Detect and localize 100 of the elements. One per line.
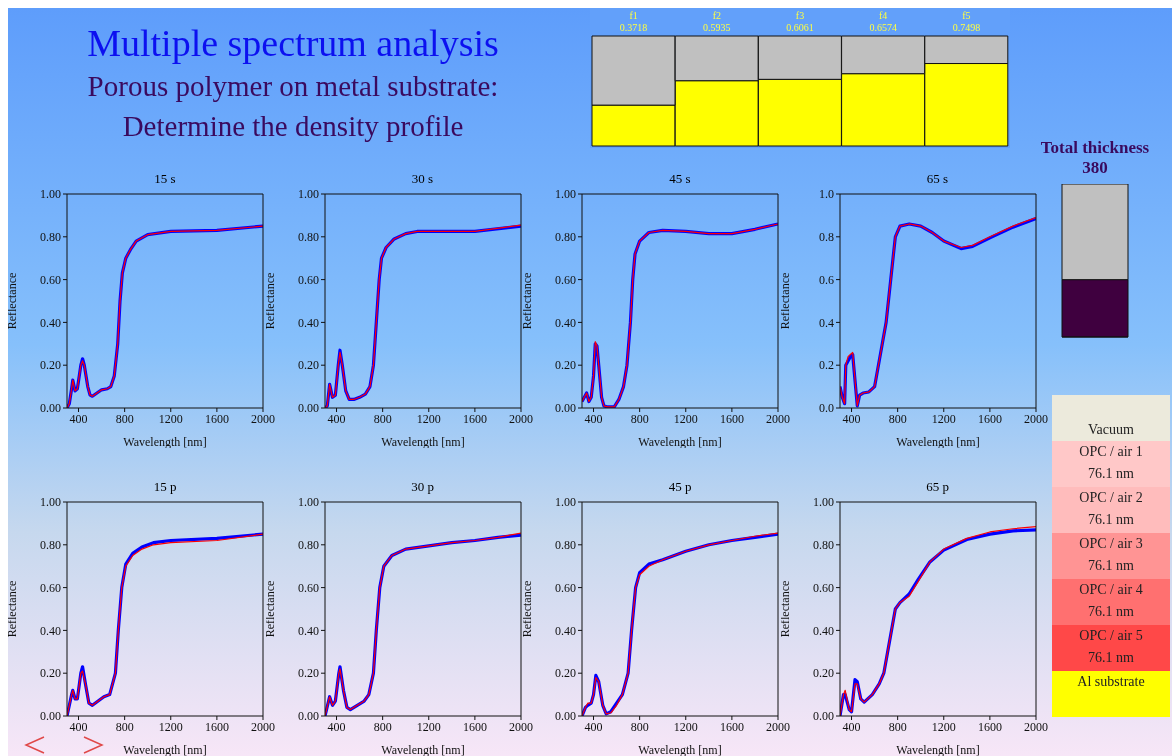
- x-tick-label: 2000: [251, 411, 275, 426]
- y-tick-label: 0.40: [297, 315, 319, 330]
- y-tick-label: 0.60: [555, 272, 576, 287]
- x-tick-label: 800: [888, 411, 907, 426]
- y-tick-label: 0.0: [818, 401, 834, 416]
- data-label: 76.1 nm: [1087, 465, 1135, 483]
- text: Porous polymer on metal substrate: Determine the density profile: [86, 69, 500, 144]
- y-tick-label: 0.00: [555, 401, 576, 416]
- y-tick-label: 0.20: [555, 358, 576, 373]
- y-tick-label: 0.20: [555, 666, 576, 681]
- y-tick-label: 0.20: [40, 358, 61, 373]
- y-axis-title: Reflectance: [777, 272, 792, 330]
- x-tick-label: 1200: [416, 411, 441, 426]
- y-axis-title: Reflectance: [777, 580, 792, 638]
- chart-subtitle: 380: [1081, 158, 1109, 178]
- x-tick-label: 1600: [719, 719, 744, 734]
- y-tick-label: 0.40: [555, 315, 576, 330]
- y-tick-label: 1.0: [818, 187, 834, 202]
- y-axis-title: Reflectance: [5, 272, 20, 330]
- x-tick-label: f3 0.6061: [786, 10, 814, 33]
- x-tick-label: 400: [584, 719, 603, 734]
- y-tick-label: 0.80: [40, 230, 61, 245]
- x-tick-label: 800: [888, 719, 907, 734]
- y-tick-label: 1.00: [555, 187, 576, 202]
- y-tick-label: 0.00: [297, 709, 319, 724]
- x-tick-label: 1200: [673, 411, 698, 426]
- x-tick-label: 2000: [1023, 411, 1048, 426]
- y-tick-label: 1.00: [40, 187, 61, 202]
- x-tick-label: 2000: [508, 719, 533, 734]
- y-tick-label: 0.4: [818, 315, 834, 330]
- category-label: OPC / air 4: [1078, 581, 1144, 599]
- x-tick-label: 1600: [462, 719, 487, 734]
- x-tick-label: 400: [69, 719, 88, 734]
- y-tick-label: 0.60: [297, 272, 319, 287]
- y-tick-label: 1.00: [555, 495, 576, 510]
- x-tick-label: 400: [327, 411, 346, 426]
- x-tick-label: 800: [630, 719, 649, 734]
- x-tick-label: 1600: [204, 719, 229, 734]
- x-tick-label: 800: [373, 411, 392, 426]
- chart-title: 65 s: [925, 170, 950, 188]
- y-axis-title: Reflectance: [262, 580, 277, 638]
- chart-title: 30 s: [410, 170, 435, 188]
- x-tick-label: 1600: [204, 411, 229, 426]
- y-tick-label: 0.60: [40, 580, 61, 595]
- x-tick-label: 1200: [673, 719, 698, 734]
- y-tick-label: 0.60: [812, 580, 834, 595]
- category-label: OPC / air 2: [1078, 489, 1144, 507]
- x-tick-label: 1600: [462, 411, 487, 426]
- text: Multiple spectrum analysis: [86, 21, 500, 66]
- y-tick-label: 1.00: [297, 495, 319, 510]
- x-axis-title: Wavelength [nm]: [380, 743, 465, 756]
- x-tick-label: 1600: [719, 411, 744, 426]
- y-tick-label: 0.80: [555, 538, 576, 553]
- category-label: Al substrate: [1076, 673, 1146, 691]
- y-tick-label: 0.8: [818, 230, 834, 245]
- y-tick-label: 0.40: [40, 623, 61, 638]
- x-tick-label: 400: [842, 411, 861, 426]
- x-tick-label: 400: [69, 411, 88, 426]
- x-tick-label: 1200: [158, 411, 183, 426]
- y-tick-label: 1.00: [812, 495, 834, 510]
- y-tick-label: 0.80: [40, 538, 61, 553]
- y-tick-label: 0.20: [812, 666, 834, 681]
- x-tick-label: 2000: [508, 411, 533, 426]
- x-axis-title: Wavelength [nm]: [380, 435, 465, 449]
- x-axis-title: Wavelength [nm]: [895, 743, 980, 756]
- chart-title: 45 s: [668, 170, 692, 188]
- chart-title: Total thickness: [1039, 138, 1151, 158]
- y-tick-label: 0.00: [812, 709, 834, 724]
- y-tick-label: 1.00: [40, 495, 61, 510]
- y-tick-label: 0.60: [555, 580, 576, 595]
- chart-title: 45 p: [667, 478, 693, 496]
- y-tick-label: 0.00: [555, 709, 576, 724]
- data-label: 76.1 nm: [1087, 603, 1135, 621]
- x-tick-label: 800: [373, 719, 392, 734]
- y-tick-label: 0.40: [297, 623, 319, 638]
- x-tick-label: f4 0.6574: [869, 10, 897, 33]
- y-tick-label: 0.40: [40, 315, 61, 330]
- category-label: Vacuum: [1087, 421, 1135, 439]
- y-tick-label: 0.40: [812, 623, 834, 638]
- x-tick-label: f5 0.7498: [952, 10, 981, 33]
- x-tick-label: 400: [327, 719, 346, 734]
- x-axis-title: Wavelength [nm]: [123, 435, 207, 449]
- y-axis-title: Reflectance: [520, 580, 535, 638]
- x-tick-label: 2000: [766, 719, 790, 734]
- category-label: OPC / air 3: [1078, 535, 1144, 553]
- y-axis-title: Reflectance: [5, 580, 20, 638]
- x-tick-label: 800: [115, 411, 134, 426]
- y-tick-label: 1.00: [297, 187, 319, 202]
- y-tick-label: 0.80: [297, 538, 319, 553]
- y-axis-title: Reflectance: [262, 272, 277, 330]
- x-tick-label: 800: [115, 719, 134, 734]
- y-tick-label: 0.40: [555, 623, 576, 638]
- x-tick-label: 1600: [977, 719, 1002, 734]
- x-tick-label: 400: [842, 719, 861, 734]
- x-axis-title: Wavelength [nm]: [123, 743, 207, 756]
- y-tick-label: 0.60: [40, 272, 61, 287]
- x-tick-label: 1200: [931, 719, 956, 734]
- x-tick-label: 1600: [977, 411, 1002, 426]
- y-axis-title: Reflectance: [520, 272, 535, 330]
- chart-title: 30 p: [410, 478, 435, 496]
